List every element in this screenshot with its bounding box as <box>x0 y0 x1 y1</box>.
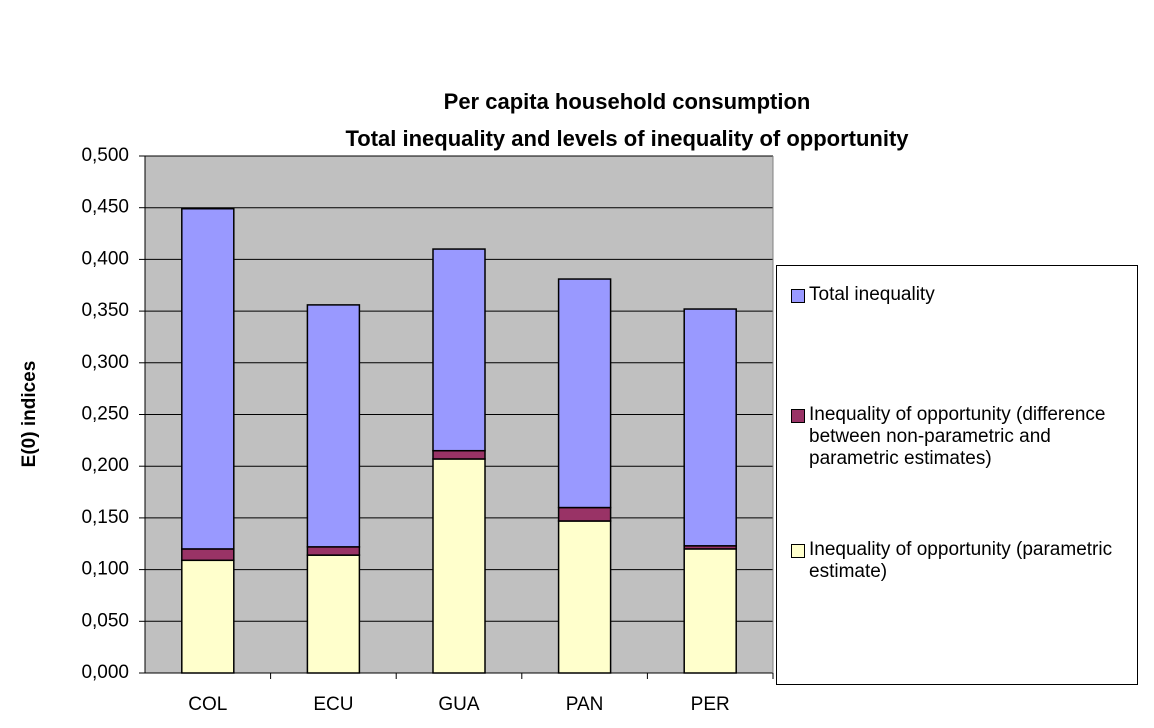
bar-segment <box>181 559 235 674</box>
y-tick-label: 0,350 <box>81 300 129 321</box>
y-tick-label: 0,050 <box>81 610 129 631</box>
y-tick-label: 0,500 <box>81 145 129 166</box>
legend: Total inequality Inequality of opportunit… <box>776 265 1138 685</box>
y-tick-label: 0,100 <box>81 559 129 580</box>
chart-title: Per capita household consumption <box>444 89 811 114</box>
bar-segment <box>306 304 361 548</box>
y-tick-label: 0,200 <box>81 455 129 476</box>
x-tick-label: COL <box>188 694 227 715</box>
y-tick-label: 0,150 <box>81 507 129 528</box>
legend-entry: Total inequality <box>791 284 1121 306</box>
y-tick-label: 0,400 <box>81 248 129 269</box>
y-axis-label: E(0) indices <box>19 361 40 468</box>
legend-entry: Inequality of opportunity (difference be… <box>791 404 1121 470</box>
bar-segment <box>557 506 612 522</box>
x-tick-label: PAN <box>566 694 604 715</box>
chart-subtitle: Total inequality and levels of inequalit… <box>345 126 909 151</box>
y-tick-label: 0,300 <box>81 352 129 373</box>
x-tick-label: ECU <box>313 694 353 715</box>
legend-swatch <box>791 409 805 423</box>
x-tick-label: PER <box>691 694 730 715</box>
bar-segment <box>181 548 235 562</box>
y-tick-label: 0,000 <box>81 662 129 683</box>
legend-swatch <box>791 289 805 303</box>
y-tick-label: 0,450 <box>81 197 129 218</box>
bar-segment <box>557 278 612 509</box>
bar-segment <box>683 308 737 547</box>
bar-segment <box>432 248 486 452</box>
y-tick-label: 0,250 <box>81 404 129 425</box>
legend-swatch <box>791 544 805 558</box>
legend-entry: Inequality of opportunity (parametric es… <box>791 539 1121 583</box>
legend-label: Total inequality <box>809 284 935 305</box>
bar-segment <box>557 520 612 674</box>
bar-segment <box>306 554 361 674</box>
bar-segment <box>683 548 737 674</box>
legend-label: Inequality of opportunity (parametric es… <box>809 539 1113 582</box>
bar-segment <box>432 458 486 674</box>
bar-segment <box>306 546 361 556</box>
bar-segment <box>181 207 235 550</box>
bar-segment <box>432 449 486 460</box>
x-tick-label: GUA <box>438 694 480 715</box>
legend-label: Inequality of opportunity (difference be… <box>809 404 1106 469</box>
